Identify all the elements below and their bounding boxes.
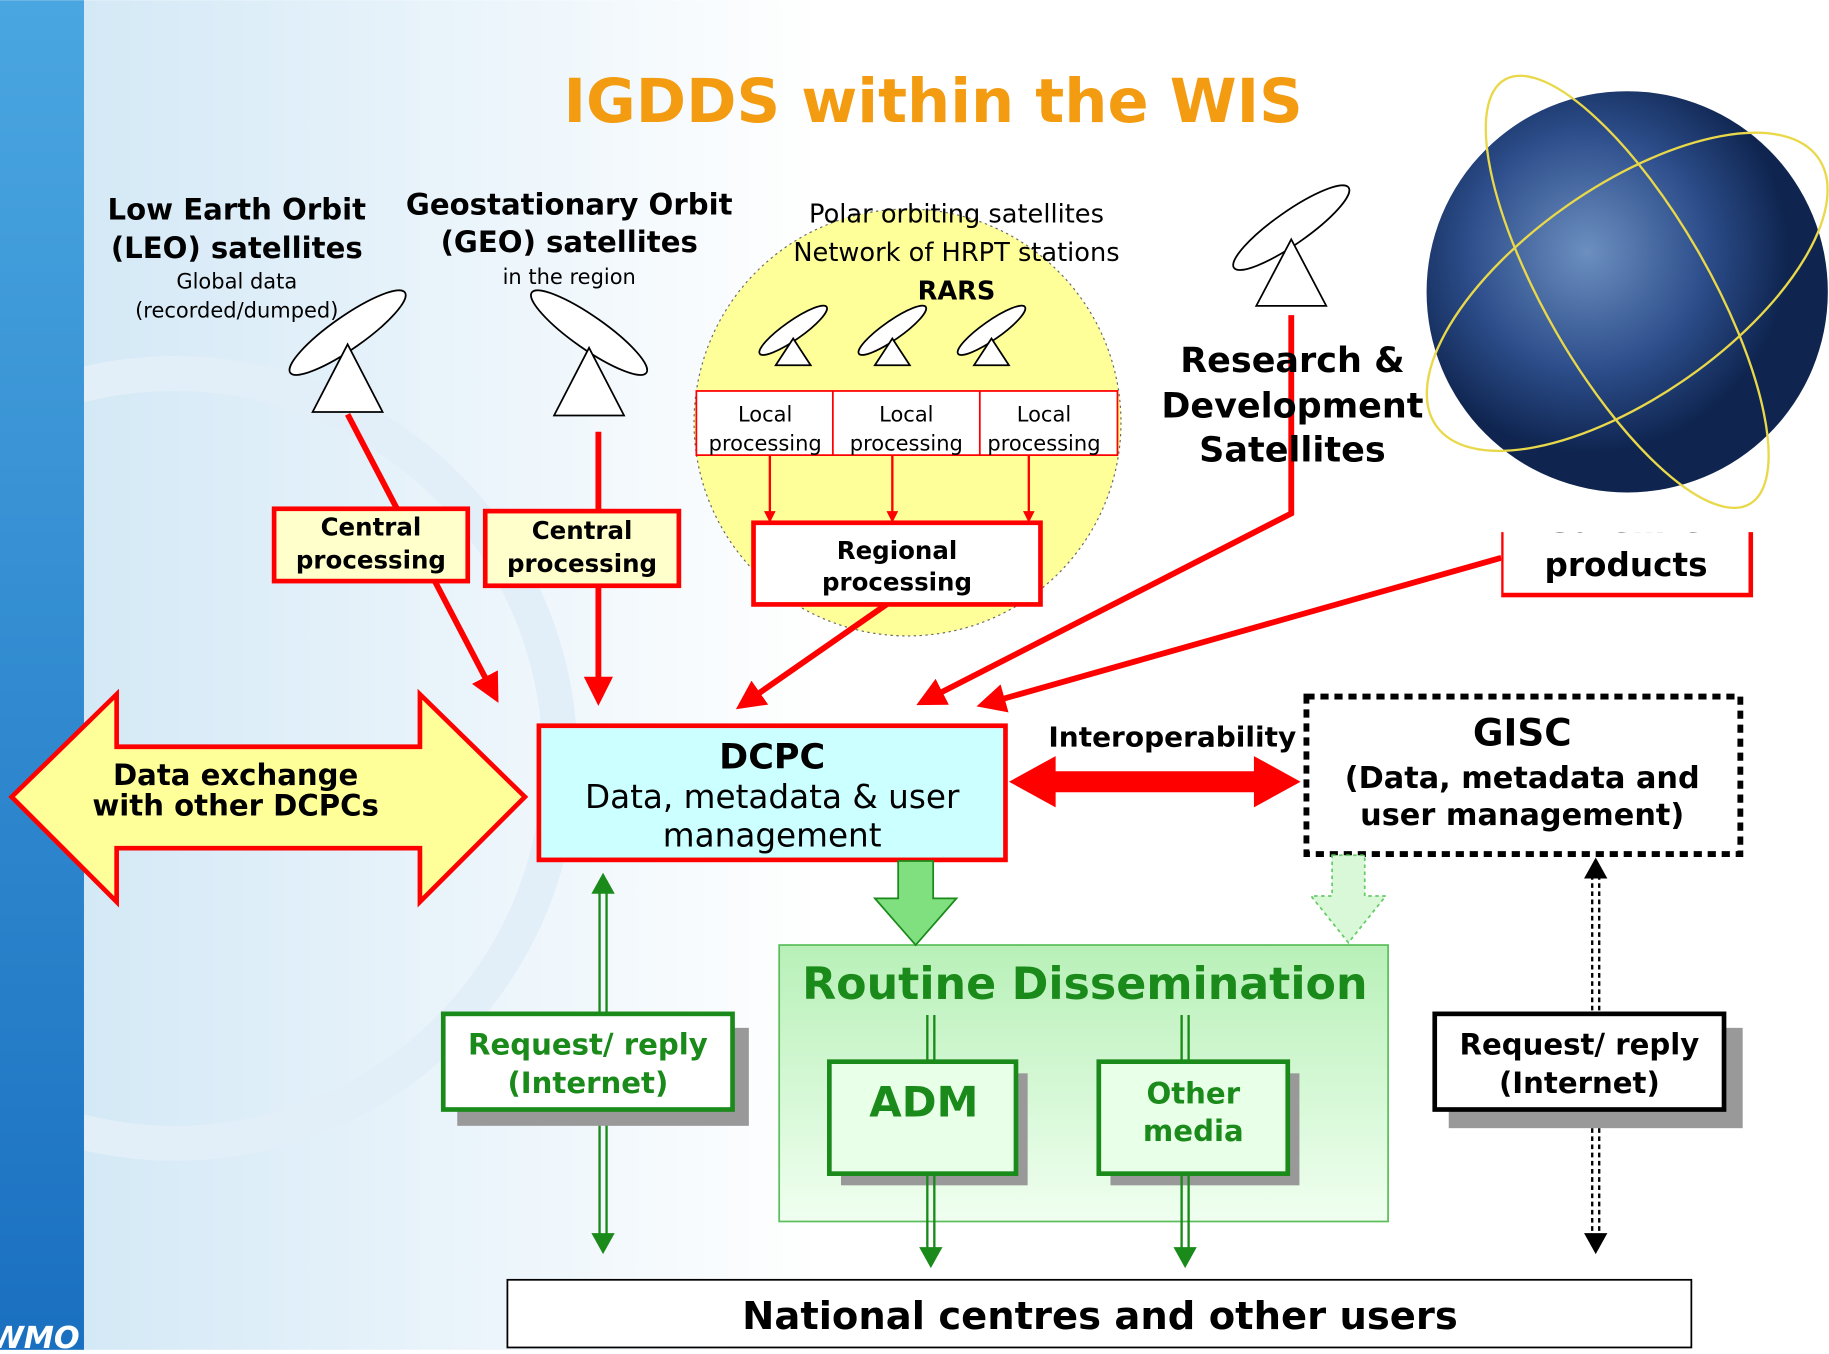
stripe [0, 0, 84, 1350]
text: processing [850, 432, 963, 456]
local-boxes [695, 390, 1119, 456]
text: (Internet) [507, 1066, 668, 1100]
text: with other DCPCs [92, 788, 379, 822]
text: Data, metadata & user [585, 778, 960, 816]
interop-arrow [1008, 756, 1301, 808]
central-box [271, 506, 471, 584]
products-box [1501, 532, 1754, 598]
text: management [663, 817, 882, 855]
text: Research & [1180, 341, 1404, 381]
other-box [1096, 1059, 1291, 1176]
arrowhead [591, 1233, 615, 1255]
text: (Internet) [1499, 1066, 1660, 1100]
text: (LEO) satellites [111, 231, 363, 265]
fat-arrow [1309, 854, 1388, 945]
orbit [1484, 74, 1770, 510]
central-box [482, 508, 682, 589]
fat-arrow [872, 860, 959, 947]
text: RARS [918, 276, 996, 306]
text: Local [738, 402, 792, 426]
text: Satellites [1199, 431, 1386, 471]
orbit [1425, 131, 1829, 453]
text: DCPC [719, 737, 825, 777]
arrowhead [591, 872, 615, 894]
text: Low Earth Orbit [108, 192, 367, 226]
request-box [440, 1011, 735, 1112]
text: Other [1146, 1077, 1240, 1111]
text: Local [1017, 402, 1071, 426]
text: Geostationary Orbit [406, 188, 733, 222]
text: Regional [837, 536, 958, 565]
products-clip: Satellite products [1501, 502, 1754, 598]
text: Central [532, 516, 633, 545]
text: media [1143, 1114, 1244, 1148]
arrowhead [1584, 1233, 1608, 1255]
gisc-box [1303, 693, 1744, 857]
text: Satellite [1549, 502, 1704, 540]
text: (Data, metadata and [1345, 761, 1700, 796]
text: in the region [503, 265, 636, 289]
regional-box [751, 520, 1043, 607]
text: Interoperability [1048, 721, 1296, 754]
request-box [1432, 1011, 1727, 1112]
arrowhead [1173, 1247, 1197, 1269]
text: user management) [1360, 798, 1684, 833]
globe [1426, 91, 1828, 493]
arrowhead [1584, 857, 1608, 879]
text: processing [296, 545, 446, 574]
text: Network of HRPT stations [793, 238, 1119, 268]
local-arrows [764, 455, 1035, 523]
text: Local [879, 402, 933, 426]
text: (recorded/dumped) [135, 299, 338, 323]
logo: WMO [0, 1321, 80, 1350]
adm-box [827, 1059, 1019, 1176]
text: products [1545, 546, 1708, 584]
text: (GEO) satellites [441, 225, 698, 259]
text: Central [321, 513, 422, 542]
dcpc-box [536, 723, 1008, 863]
exchange-arrow [8, 688, 529, 908]
text: GISC [1473, 711, 1572, 755]
text: Request/ reply [1460, 1028, 1700, 1062]
text: processing [822, 567, 972, 596]
text: Request/ reply [468, 1028, 708, 1062]
national-box [506, 1278, 1693, 1349]
text: Polar orbiting satellites [809, 199, 1104, 229]
small-dishes [758, 304, 1027, 367]
text: Development [1161, 386, 1423, 426]
text: National centres and other users [742, 1294, 1458, 1339]
text: Routine Dissemination [802, 959, 1367, 1010]
leo-label: Low Earth Orbit (LEO) satellites [108, 192, 367, 264]
text: ADM [869, 1077, 978, 1126]
arrowhead [919, 1247, 943, 1269]
text: Data exchange [113, 758, 358, 792]
title: IGDDS within the WIS [563, 67, 1302, 137]
text: processing [987, 432, 1100, 456]
dishes [288, 184, 1351, 417]
text: processing [507, 549, 657, 578]
text: processing [709, 432, 822, 456]
text: Global data [176, 269, 297, 293]
